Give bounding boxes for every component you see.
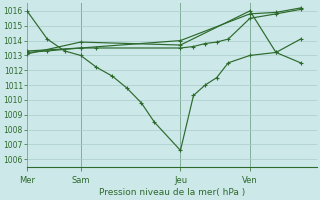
X-axis label: Pression niveau de la mer( hPa ): Pression niveau de la mer( hPa ) xyxy=(99,188,245,197)
